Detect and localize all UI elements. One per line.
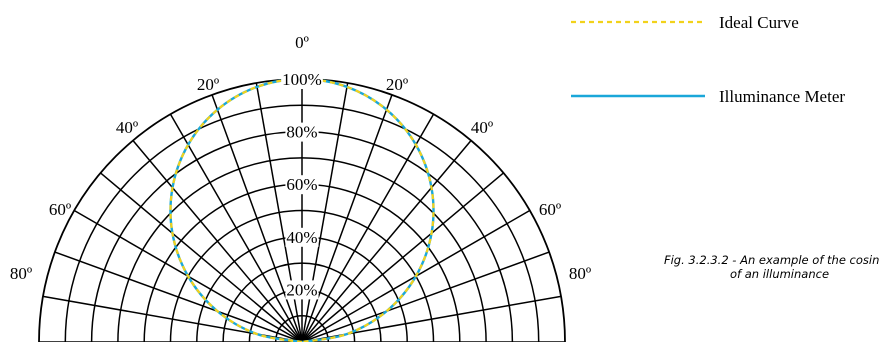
legend-label: Ideal Curve <box>719 13 799 32</box>
grid-spoke <box>169 113 303 342</box>
angle-tick-label: 40º <box>116 118 138 137</box>
grid-spoke <box>301 113 435 342</box>
angle-tick-label: 80º <box>10 264 32 283</box>
angle-tick-label: 40º <box>471 118 493 137</box>
radial-label-bg <box>285 227 319 247</box>
grid-spoke <box>100 172 303 342</box>
caption-line-2: of an illuminance <box>730 267 830 281</box>
grid-spoke <box>54 251 303 342</box>
radial-tick-label: 40% <box>286 228 317 247</box>
angle-tick-label: 20º <box>197 75 219 94</box>
angle-tick-label: 60º <box>539 200 561 219</box>
radial-tick-label: 100% <box>282 70 322 89</box>
angle-tick-label: 80º <box>569 264 591 283</box>
angle-tick-label: 60º <box>49 200 71 219</box>
grid-spoke <box>301 251 550 342</box>
radial-tick-label: 20% <box>286 280 317 299</box>
grid-spoke <box>211 94 303 342</box>
legend: Ideal Curve Illuminance Meter <box>571 13 845 106</box>
grid-spoke <box>132 140 303 342</box>
tick-labels: 0º 20º 20º 40º 40º 60º 60º 80º 80º 20% 40% 60% 80% 10… <box>10 33 591 300</box>
caption-line-1: Fig. 3.2.3.2 - An example of the cosine … <box>664 253 879 267</box>
radial-label-bg <box>285 175 319 195</box>
figure-caption: Fig. 3.2.3.2 - An example of the cosine … <box>664 253 879 281</box>
radial-tick-label: 60% <box>286 175 317 194</box>
angle-tick-label: 0º <box>295 33 309 52</box>
grid-spoke <box>301 140 472 342</box>
angle-tick-label: 20º <box>386 75 408 94</box>
grid-spoke <box>301 172 504 342</box>
radial-label-bg <box>281 70 323 89</box>
legend-label: Illuminance Meter <box>719 87 845 106</box>
radial-label-bg <box>285 122 319 142</box>
grid-spoke <box>301 94 393 342</box>
series-line-ideal-curve <box>169 77 435 342</box>
radial-label-bg <box>285 280 319 300</box>
radial-tick-label: 80% <box>286 123 317 142</box>
